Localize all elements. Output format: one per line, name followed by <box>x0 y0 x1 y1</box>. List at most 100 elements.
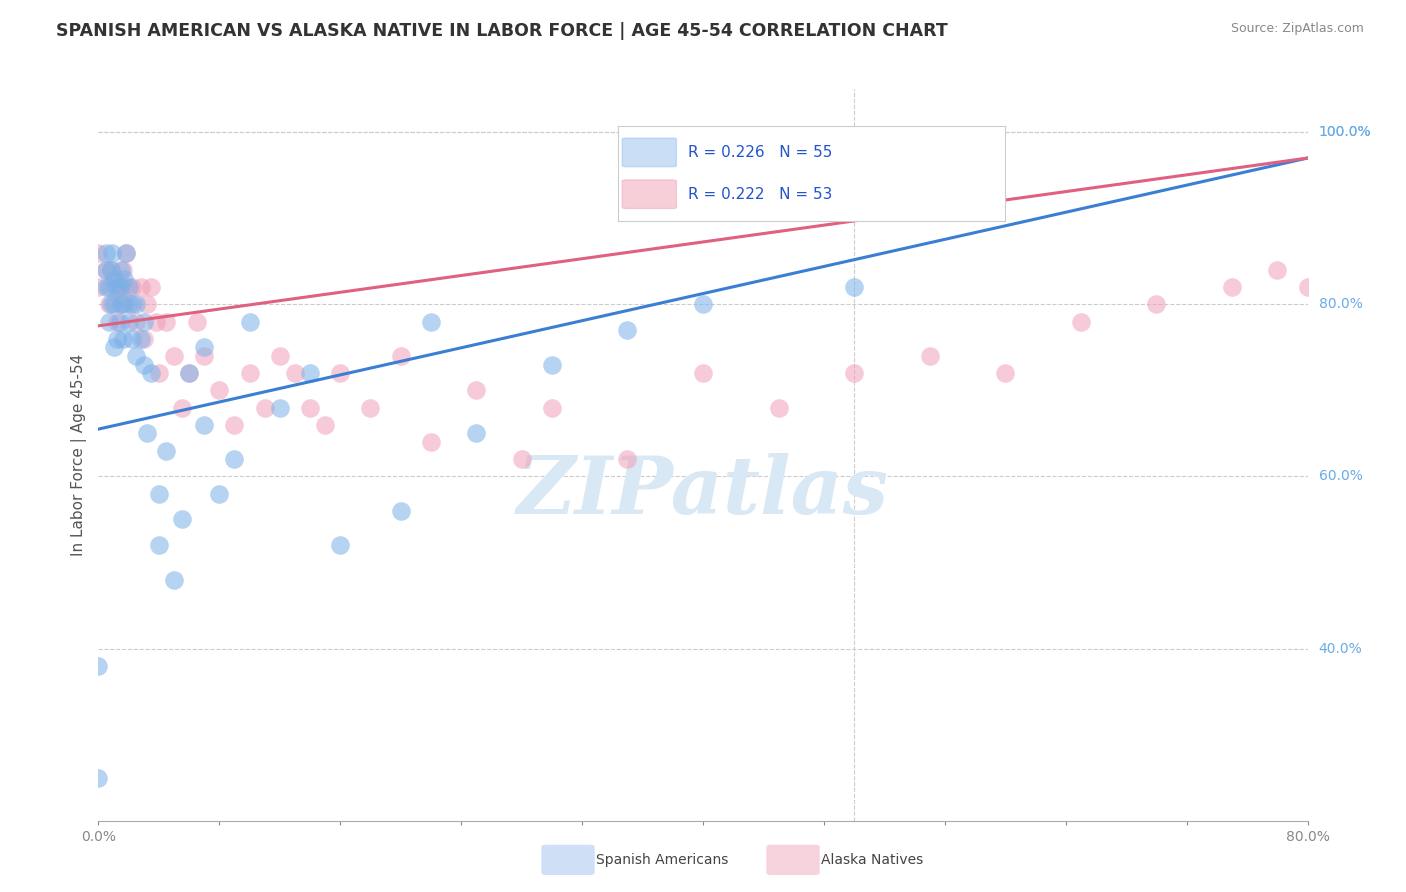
Text: 60.0%: 60.0% <box>1319 469 1362 483</box>
Point <box>132 358 155 372</box>
Point <box>100 297 122 311</box>
Point <box>135 297 157 311</box>
Point <box>1144 297 1167 311</box>
Point <box>208 486 231 500</box>
Text: Spanish Americans: Spanish Americans <box>596 853 728 867</box>
Point <box>193 349 215 363</box>
Point <box>121 297 143 311</box>
Point <box>87 771 110 785</box>
Point <box>110 297 132 311</box>
Point <box>129 280 152 294</box>
Point <box>145 314 167 328</box>
Point <box>1265 263 1288 277</box>
Point <box>419 314 441 328</box>
Point <box>132 314 155 328</box>
Point <box>419 435 441 450</box>
Point <box>135 426 157 441</box>
Point <box>98 297 121 311</box>
Point <box>918 349 941 363</box>
Point <box>239 314 262 328</box>
Point <box>112 297 135 311</box>
Point <box>616 452 638 467</box>
Point <box>125 349 148 363</box>
Point <box>98 314 121 328</box>
FancyBboxPatch shape <box>623 138 676 167</box>
Point <box>108 280 131 294</box>
Point <box>98 280 121 294</box>
Point <box>284 366 307 380</box>
Point <box>125 314 148 328</box>
Point <box>141 280 163 294</box>
Point <box>87 658 110 673</box>
Text: Alaska Natives: Alaska Natives <box>821 853 924 867</box>
Text: 40.0%: 40.0% <box>1319 641 1362 656</box>
Point <box>118 297 141 311</box>
Point <box>186 314 208 328</box>
Point <box>224 417 246 432</box>
Point <box>103 297 125 311</box>
Point <box>114 245 136 260</box>
Point <box>110 263 132 277</box>
Point <box>155 443 177 458</box>
Point <box>132 332 155 346</box>
Point <box>768 401 790 415</box>
Point <box>299 366 322 380</box>
Point <box>170 512 193 526</box>
Point <box>108 314 131 328</box>
Point <box>141 366 163 380</box>
Point <box>148 486 170 500</box>
Point <box>389 349 412 363</box>
Point <box>465 384 488 398</box>
Point <box>692 366 714 380</box>
Point <box>105 332 128 346</box>
Point <box>103 280 125 294</box>
Point <box>329 538 352 552</box>
Point <box>103 271 125 285</box>
Point <box>844 280 866 294</box>
Text: ZIPatlas: ZIPatlas <box>517 453 889 530</box>
Point <box>844 366 866 380</box>
Text: Source: ZipAtlas.com: Source: ZipAtlas.com <box>1230 22 1364 36</box>
Point <box>112 271 135 285</box>
Point <box>616 323 638 337</box>
Point <box>510 452 533 467</box>
Point <box>540 358 562 372</box>
Point <box>114 245 136 260</box>
Point <box>110 297 132 311</box>
Point <box>314 417 336 432</box>
Point <box>253 401 276 415</box>
Point <box>994 366 1017 380</box>
Point <box>269 401 291 415</box>
Point <box>129 332 152 346</box>
Point <box>125 297 148 311</box>
Point <box>163 573 186 587</box>
Point <box>193 417 215 432</box>
Point <box>208 384 231 398</box>
Text: 100.0%: 100.0% <box>1319 125 1371 139</box>
Point <box>299 401 322 415</box>
Point <box>163 349 186 363</box>
Point <box>111 263 134 277</box>
Point <box>100 263 122 277</box>
Point <box>94 245 117 260</box>
Point <box>1070 314 1092 328</box>
Point <box>224 452 246 467</box>
Point <box>94 263 117 277</box>
Point <box>105 280 128 294</box>
Point <box>101 245 124 260</box>
Point <box>465 426 488 441</box>
Point <box>170 401 193 415</box>
Point <box>121 332 143 346</box>
Point <box>87 245 110 260</box>
Point <box>103 340 125 354</box>
Point <box>148 366 170 380</box>
Point <box>87 280 110 294</box>
Point <box>540 401 562 415</box>
Point <box>148 538 170 552</box>
Point <box>112 280 135 294</box>
FancyBboxPatch shape <box>623 180 676 209</box>
Point <box>108 280 131 294</box>
Point <box>118 314 141 328</box>
Point <box>692 297 714 311</box>
Point <box>100 263 122 277</box>
